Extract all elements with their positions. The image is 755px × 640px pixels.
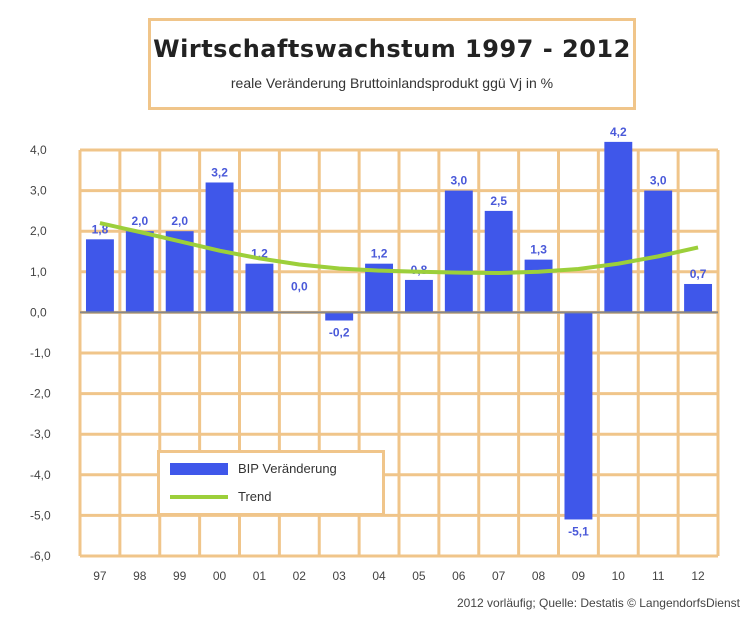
data-label: -0,2	[329, 326, 350, 340]
chart-title: Wirtschaftswachstum 1997 - 2012	[153, 35, 631, 63]
x-tick-label: 00	[213, 569, 227, 583]
x-tick-label: 12	[691, 569, 705, 583]
x-tick-label: 09	[572, 569, 586, 583]
bar	[85, 239, 114, 313]
legend-item-bar: BIP Veränderung	[170, 461, 337, 476]
trend-line	[99, 221, 699, 276]
bar	[125, 231, 154, 313]
x-tick-label: 07	[492, 569, 506, 583]
bar	[644, 190, 673, 313]
bar	[484, 210, 513, 313]
x-tick-label: 02	[293, 569, 307, 583]
bar	[524, 259, 553, 313]
y-tick-label: -4,0	[30, 468, 51, 482]
y-tick-label: 3,0	[30, 184, 47, 198]
y-tick-label: -3,0	[30, 427, 51, 441]
data-label: 2,0	[171, 214, 188, 228]
x-tick-label: 05	[412, 569, 426, 583]
x-tick-label: 10	[612, 569, 626, 583]
bar	[684, 283, 713, 313]
data-label: 0,0	[291, 279, 308, 293]
y-tick-label: -5,0	[30, 508, 51, 522]
data-label: -5,1	[568, 524, 589, 538]
chart-subtitle: reale Veränderung Bruttoinlandsprodukt g…	[230, 75, 554, 91]
x-tick-label: 99	[173, 569, 187, 583]
legend-swatch-trend	[170, 494, 228, 499]
data-label: 4,2	[610, 125, 627, 139]
legend-swatch-bar	[170, 462, 228, 475]
x-tick-label: 06	[452, 569, 466, 583]
data-label: 2,5	[490, 194, 507, 208]
data-label: 3,0	[650, 174, 667, 188]
legend: BIP Veränderung Trend	[157, 450, 385, 516]
chart-footer: 2012 vorläufig; Quelle: Destatis © Lange…	[456, 596, 740, 610]
y-tick-label: -2,0	[30, 387, 51, 401]
bar	[245, 263, 274, 313]
data-label: 1,2	[371, 247, 388, 261]
bar	[604, 141, 633, 313]
bar	[404, 279, 433, 313]
x-tick-label: 11	[652, 569, 665, 583]
x-tick-label: 97	[93, 569, 107, 583]
y-tick-label: 1,0	[30, 265, 47, 279]
data-label: 0,7	[690, 267, 707, 281]
x-tick-label: 98	[133, 569, 147, 583]
y-tick-label: 2,0	[30, 224, 47, 238]
y-tick-label: 4,0	[30, 143, 47, 157]
legend-label-trend: Trend	[238, 489, 272, 504]
data-label: 3,0	[450, 174, 467, 188]
x-tick-label: 03	[333, 569, 347, 583]
title-box: Wirtschaftswachstum 1997 - 2012 reale Ve…	[148, 18, 636, 110]
y-tick-label: 0,0	[30, 305, 47, 319]
data-label: 3,2	[211, 165, 228, 179]
y-tick-label: -6,0	[30, 549, 51, 563]
bar	[564, 312, 593, 520]
x-tick-label: 01	[253, 569, 267, 583]
x-tick-label: 08	[532, 569, 546, 583]
y-tick-label: -1,0	[30, 346, 51, 360]
x-tick-label: 04	[372, 569, 386, 583]
data-label: 2,0	[131, 214, 148, 228]
bar	[325, 312, 354, 321]
legend-label-bar: BIP Veränderung	[238, 461, 337, 476]
legend-item-trend: Trend	[170, 489, 271, 504]
bar	[444, 190, 473, 313]
data-label: 1,3	[530, 243, 547, 257]
